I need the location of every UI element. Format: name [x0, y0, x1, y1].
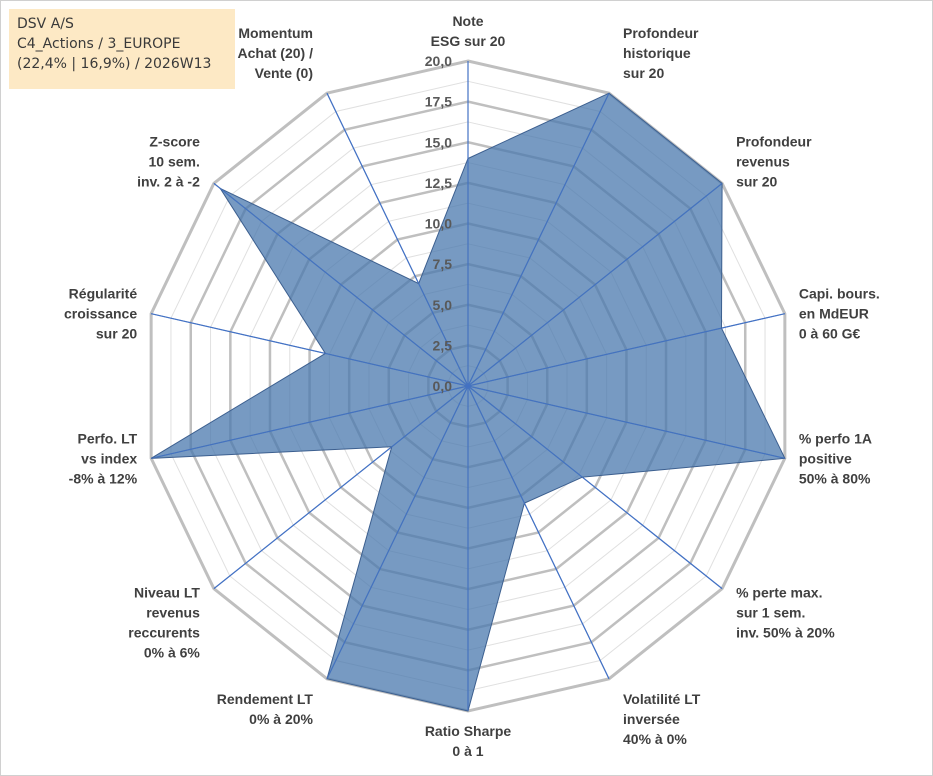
- axis-label-line: inv. 2 à -2: [137, 173, 200, 189]
- tick-label: 7,5: [433, 256, 453, 272]
- tick-label: 17,5: [425, 94, 452, 110]
- axis-label-line: vs index: [81, 450, 137, 466]
- axis-label-line: inv. 50% à 20%: [736, 625, 835, 641]
- title-line-1: DSV A/S: [17, 16, 74, 32]
- axis-line-overlay: [467, 92, 610, 387]
- axis-label-line: % perte max.: [736, 585, 822, 601]
- tick-label: 12,5: [425, 175, 452, 191]
- axis-label-line: -8% à 12%: [69, 470, 138, 486]
- axis-labels: Note ESG sur 20 Profondeur historique sur 20…: [64, 13, 880, 759]
- axis-label-line: 40% à 0%: [623, 731, 687, 747]
- axis-label-line: Achat (20) /: [238, 45, 314, 61]
- axis-label: Ratio Sharpe 0 à 1: [425, 723, 512, 759]
- axis-line-overlay: [213, 182, 469, 387]
- tick-label: 5,0: [433, 297, 453, 313]
- axis-label-line: 0% à 20%: [249, 711, 313, 727]
- axis-label-line: historique: [623, 45, 691, 61]
- axis-label: % perte max. sur 1 sem. inv. 50% à 20%: [736, 585, 835, 641]
- axis-label-line: Perfo. LT: [78, 430, 138, 446]
- axis-label: Rendement LT 0% à 20%: [217, 691, 314, 727]
- axis-label: Z-score 10 sem. inv. 2 à -2: [137, 133, 200, 189]
- axis-line-overlay: [467, 385, 723, 590]
- axis-label-line: Régularité: [69, 286, 138, 302]
- axis-label-line: Rendement LT: [217, 691, 314, 707]
- axis-label: Volatilité LT inversée 40% à 0%: [623, 691, 701, 747]
- axis-label-line: inversée: [623, 711, 680, 727]
- axis-label-line: % perfo 1A: [799, 430, 872, 446]
- tick-labels: 0,0 2,5 5,0 7,5 10,0 12,5 15,0 17,5 20,0: [425, 53, 452, 394]
- axis-label: Momentum Achat (20) / Vente (0): [238, 25, 314, 81]
- axis-label: Régularité croissance sur 20: [64, 286, 137, 342]
- axis-label-line: Ratio Sharpe: [425, 723, 512, 739]
- axis-label-line: 0 à 1: [452, 743, 483, 759]
- tick-label: 15,0: [425, 134, 452, 150]
- axis-label-line: Momentum: [238, 25, 313, 41]
- axis-line-overlay: [467, 385, 785, 459]
- axis-label: Perfo. LT vs index -8% à 12%: [69, 430, 138, 486]
- axis-label-line: positive: [799, 450, 852, 466]
- axis-label-line: 50% à 80%: [799, 470, 871, 486]
- axis-label-line: croissance: [64, 306, 137, 322]
- axis-label-line: Niveau LT: [134, 585, 200, 601]
- axis-line-overlay: [213, 385, 469, 590]
- axis-label-line: 0% à 6%: [144, 645, 201, 661]
- axis-label-line: sur 20: [736, 173, 777, 189]
- axis-label-line: sur 1 sem.: [736, 605, 805, 621]
- axis-label-line: 10 sem.: [149, 153, 200, 169]
- tick-label: 2,5: [433, 337, 453, 353]
- axis-label-line: sur 20: [96, 326, 137, 342]
- axis-label-line: Volatilité LT: [623, 691, 701, 707]
- axis-label: % perfo 1A positive 50% à 80%: [799, 430, 872, 486]
- axis-label-line: Profondeur: [736, 133, 812, 149]
- axis-label: Profondeur revenus sur 20: [736, 133, 812, 189]
- axis-label-line: sur 20: [623, 65, 664, 81]
- tick-label: 0,0: [433, 378, 453, 394]
- axis-label-line: Profondeur: [623, 25, 699, 41]
- title-line-3: (22,4% | 16,9%) / 2026W13: [17, 56, 212, 72]
- axis-label-line: ESG sur 20: [431, 33, 506, 49]
- axis-line-overlay: [467, 313, 785, 387]
- axis-label: Niveau LT revenus reccurents 0% à 6%: [128, 585, 200, 661]
- axis-label-line: revenus: [736, 153, 790, 169]
- tick-label: 10,0: [425, 216, 452, 232]
- axis-label: Profondeur historique sur 20: [623, 25, 699, 81]
- axis-line-overlay: [326, 385, 469, 680]
- axis-label: Note ESG sur 20: [431, 13, 506, 49]
- axis-line-overlay: [467, 182, 723, 387]
- axis-label-line: Note: [452, 13, 483, 29]
- axis-line-overlay: [467, 385, 610, 680]
- axis-label: Capi. bours. en MdEUR 0 à 60 G€: [799, 286, 880, 342]
- axis-label-line: 0 à 60 G€: [799, 326, 861, 342]
- title-box: DSV A/S C4_Actions / 3_EUROPE (22,4% | 1…: [9, 9, 235, 89]
- series-layer: [150, 61, 786, 712]
- axis-line-overlay: [151, 313, 469, 387]
- axis-label-line: Vente (0): [255, 65, 313, 81]
- axis-label-line: revenus: [146, 605, 200, 621]
- tick-label: 20,0: [425, 53, 452, 69]
- axis-label-line: Capi. bours.: [799, 286, 880, 302]
- title-line-2: C4_Actions / 3_EUROPE: [17, 36, 181, 52]
- axis-line-overlay: [326, 92, 469, 387]
- axis-label-line: en MdEUR: [799, 306, 869, 322]
- axis-label-line: reccurents: [128, 625, 200, 641]
- axis-line-overlay: [151, 385, 469, 459]
- axis-label-line: Z-score: [149, 133, 200, 149]
